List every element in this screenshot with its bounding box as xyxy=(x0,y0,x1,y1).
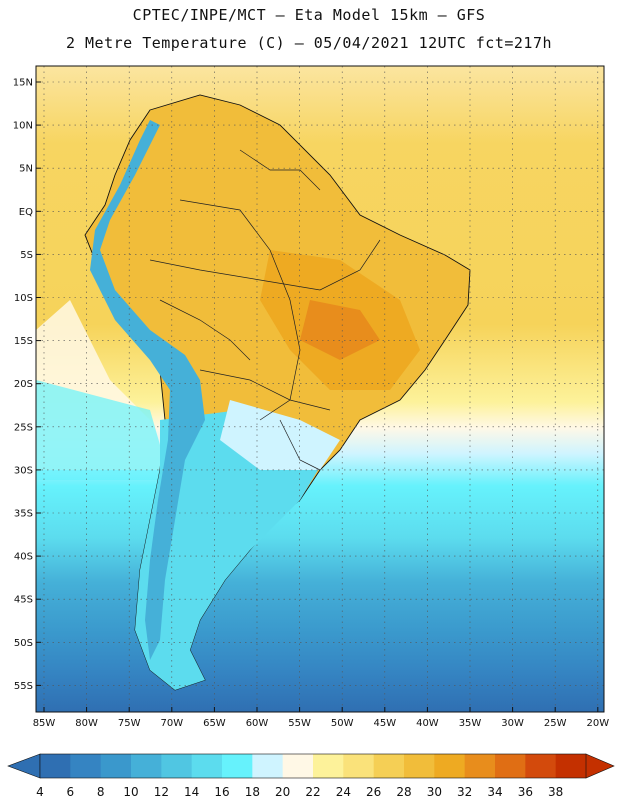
lat-label: EQ xyxy=(19,207,33,218)
lat-label: 10N xyxy=(13,121,33,132)
pacific-cool-band-2 xyxy=(36,380,170,480)
colorbar-label: 26 xyxy=(366,785,381,799)
colorbar-swatch xyxy=(525,754,557,778)
colorbar-label: 20 xyxy=(275,785,290,799)
lat-label: 35S xyxy=(14,509,33,520)
lat-label: 30S xyxy=(14,465,33,476)
colorbar-swatch xyxy=(495,754,526,778)
colorbar-arrow-left xyxy=(7,753,41,779)
colorbar-label: 38 xyxy=(548,785,563,799)
colorbar-swatch xyxy=(252,754,284,778)
andes-cordillera xyxy=(90,120,205,660)
lon-label: 50W xyxy=(331,718,354,729)
colorbar-swatch xyxy=(434,754,466,778)
colorbar-label: 22 xyxy=(305,785,320,799)
colorbar-label: 12 xyxy=(154,785,169,799)
colorbar-label: 28 xyxy=(396,785,411,799)
colorbar-swatch xyxy=(464,754,496,778)
colorbar-swatch xyxy=(282,754,314,778)
lat-label: 5S xyxy=(20,250,33,261)
colorbar-swatch xyxy=(555,754,587,778)
lat-label: 50S xyxy=(14,638,33,649)
colorbar-swatch xyxy=(161,754,193,778)
colorbar: 4 6 8 10 12 14 16 18 20 22 24 26 28 30 32 34 36 38 xyxy=(7,753,615,799)
colorbar-frame xyxy=(39,753,587,779)
colorbar-swatch xyxy=(222,754,253,778)
colorbar-swatch xyxy=(404,754,435,778)
colorbar-swatch xyxy=(373,754,405,778)
lat-label: 15N xyxy=(13,78,33,89)
colorbar-label: 16 xyxy=(214,785,229,799)
colorbar-swatch xyxy=(343,754,375,778)
colorbar-label: 34 xyxy=(487,785,502,799)
colorbar-arrow-right xyxy=(585,753,615,779)
colorbar-swatch xyxy=(131,754,162,778)
lon-label: 85W xyxy=(33,718,56,729)
pampa-pale xyxy=(220,400,340,470)
lat-label: 55S xyxy=(14,681,33,692)
lon-label: 20W xyxy=(586,718,609,729)
lat-label: 5N xyxy=(19,164,33,175)
lon-label: 65W xyxy=(203,718,226,729)
colorbar-label: 30 xyxy=(427,785,442,799)
colorbar-label: 6 xyxy=(67,785,75,799)
colorbar-swatch xyxy=(191,754,223,778)
colorbar-swatch xyxy=(70,754,102,778)
lon-label: 45W xyxy=(373,718,396,729)
colorbar-label: 36 xyxy=(518,785,533,799)
colorbar-label: 8 xyxy=(97,785,105,799)
lon-label: 70W xyxy=(160,718,183,729)
lat-label: 45S xyxy=(14,595,33,606)
lon-label: 60W xyxy=(246,718,269,729)
country-borders xyxy=(149,149,381,471)
colorbar-label: 32 xyxy=(457,785,472,799)
longitude-labels: 85W 80W 75W 70W 65W 60W 55W 50W 45W 40W 35W 30W 25W 2… xyxy=(33,707,609,729)
lon-label: 30W xyxy=(501,718,524,729)
latitude-labels: 15N 10N 5N EQ 5S 10S 15S 20S 25S 30S 35S 40S 45S 50S 5… xyxy=(13,78,41,692)
lon-label: 55W xyxy=(288,718,311,729)
map-frame xyxy=(35,65,605,713)
lat-label: 25S xyxy=(14,422,33,433)
graticule xyxy=(36,66,604,712)
colorbar-label: 4 xyxy=(36,785,44,799)
colorbar-label: 24 xyxy=(336,785,351,799)
title-line-1: CPTEC/INPE/MCT – Eta Model 15km – GFS xyxy=(132,6,486,24)
lat-label: 40S xyxy=(14,552,33,563)
title-line-2: 2 Metre Temperature (C) – 05/04/2021 12U… xyxy=(65,34,553,52)
colorbar-swatch xyxy=(313,754,344,778)
south-cool-land xyxy=(135,410,330,690)
lat-label: 10S xyxy=(14,293,33,304)
hotspot xyxy=(300,300,380,360)
lon-label: 35W xyxy=(459,718,482,729)
lon-label: 40W xyxy=(416,718,439,729)
lon-label: 25W xyxy=(544,718,567,729)
colorbar-swatch xyxy=(100,754,132,778)
colorbar-label: 18 xyxy=(245,785,260,799)
lat-label: 15S xyxy=(14,336,33,347)
colorbar-label: 10 xyxy=(123,785,138,799)
lat-label: 20S xyxy=(14,379,33,390)
lon-label: 80W xyxy=(75,718,98,729)
colorbar-swatch xyxy=(40,754,71,778)
lon-label: 75W xyxy=(118,718,141,729)
colorbar-label: 14 xyxy=(184,785,199,799)
